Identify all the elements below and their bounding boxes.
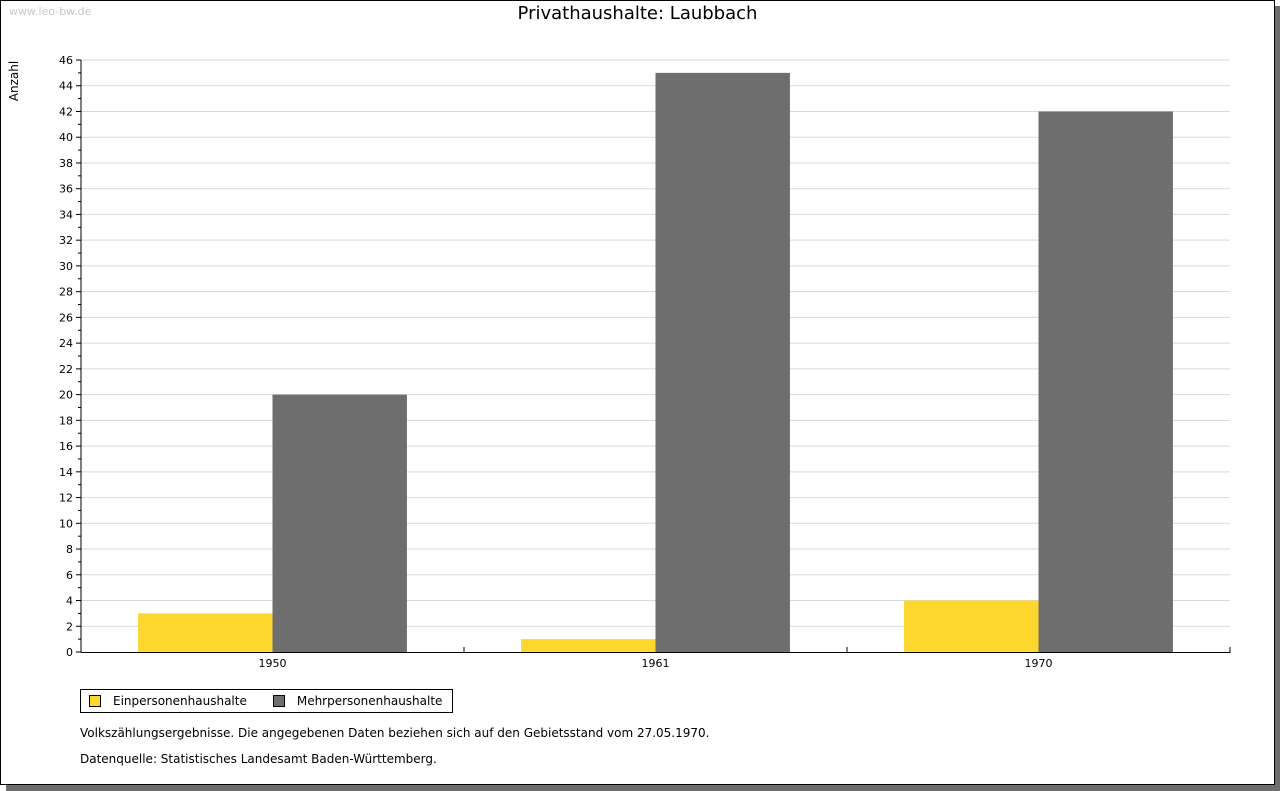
y-tick-label: 8	[66, 543, 73, 556]
y-tick-label: 44	[59, 80, 73, 93]
y-tick-label: 14	[59, 466, 73, 479]
bar-einpersonenhaushalte-1970	[904, 600, 1039, 652]
legend-label: Mehrpersonenhaushalte	[296, 694, 443, 708]
y-tick-label: 6	[66, 569, 73, 582]
y-tick-label: 0	[66, 646, 73, 659]
y-tick-label: 46	[59, 54, 73, 67]
bar-einpersonenhaushalte-1961	[521, 639, 656, 652]
legend-label: Einpersonenhaushalte	[113, 694, 247, 708]
legend: Einpersonenhaushalte Mehrpersonenhaushal…	[80, 689, 454, 713]
legend-item-einpersonen: Einpersonenhaushalte	[89, 694, 247, 708]
x-tick-label: 1950	[259, 657, 287, 670]
y-tick-label: 26	[59, 311, 73, 324]
y-tick-label: 38	[59, 157, 73, 170]
bar-einpersonenhaushalte-1950	[138, 613, 273, 652]
y-tick-label: 16	[59, 440, 73, 453]
y-tick-label: 4	[66, 595, 73, 608]
note-source: Datenquelle: Statistisches Landesamt Bad…	[80, 752, 437, 766]
bar-mehrpersonenhaushalte-1961	[655, 72, 790, 652]
y-tick-label: 18	[59, 414, 73, 427]
y-tick-label: 34	[59, 208, 73, 221]
y-tick-label: 30	[59, 260, 73, 273]
y-tick-label: 24	[59, 337, 73, 350]
legend-swatch	[272, 695, 285, 707]
x-tick-label: 1970	[1025, 657, 1053, 670]
legend-item-mehrpersonen: Mehrpersonenhaushalte	[272, 694, 443, 708]
bar-mehrpersonenhaushalte-1970	[1038, 111, 1173, 652]
y-tick-label: 28	[59, 286, 73, 299]
y-tick-label: 22	[59, 363, 73, 376]
watermark: www.leo-bw.de	[9, 5, 92, 18]
y-tick-label: 40	[59, 131, 73, 144]
y-tick-label: 32	[59, 234, 73, 247]
y-tick-label: 36	[59, 183, 73, 196]
y-tick-label: 12	[59, 492, 73, 505]
legend-swatch	[89, 695, 101, 707]
bar-mehrpersonenhaushalte-1950	[272, 394, 407, 652]
chart-title: Privathaushalte: Laubbach	[517, 3, 758, 24]
y-tick-label: 2	[66, 620, 73, 633]
x-tick-label: 1961	[642, 657, 670, 670]
y-tick-label: 42	[59, 105, 73, 118]
note-census: Volkszählungsergebnisse. Die angegebenen…	[80, 726, 710, 740]
y-tick-label: 20	[59, 389, 73, 402]
y-tick-label: 10	[59, 517, 73, 530]
